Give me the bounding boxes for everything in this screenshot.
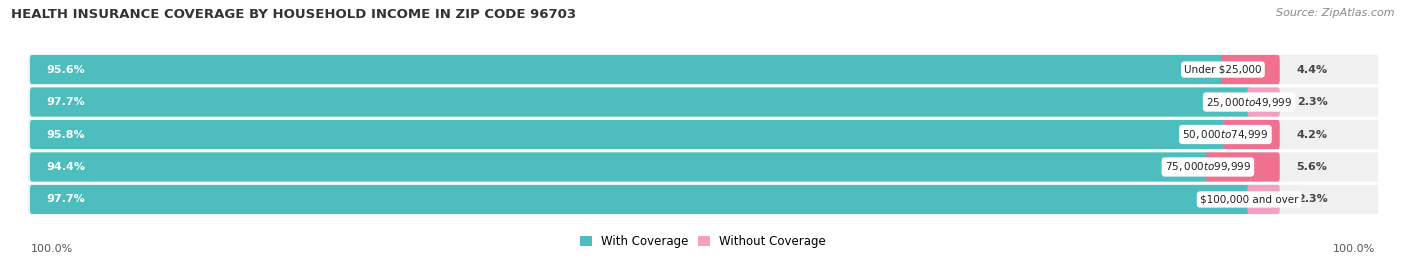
Text: 4.4%: 4.4% bbox=[1296, 65, 1327, 75]
FancyBboxPatch shape bbox=[28, 120, 1378, 149]
Text: 100.0%: 100.0% bbox=[1333, 244, 1375, 254]
FancyBboxPatch shape bbox=[30, 185, 1251, 214]
FancyBboxPatch shape bbox=[28, 152, 1378, 182]
Text: HEALTH INSURANCE COVERAGE BY HOUSEHOLD INCOME IN ZIP CODE 96703: HEALTH INSURANCE COVERAGE BY HOUSEHOLD I… bbox=[11, 8, 576, 21]
Text: 2.3%: 2.3% bbox=[1296, 97, 1327, 107]
Text: 95.6%: 95.6% bbox=[46, 65, 86, 75]
FancyBboxPatch shape bbox=[28, 185, 1378, 214]
Text: 4.2%: 4.2% bbox=[1296, 129, 1327, 140]
Text: $25,000 to $49,999: $25,000 to $49,999 bbox=[1206, 95, 1292, 108]
Text: $100,000 and over: $100,000 and over bbox=[1199, 194, 1298, 204]
Text: 97.7%: 97.7% bbox=[46, 97, 86, 107]
Text: 100.0%: 100.0% bbox=[31, 244, 73, 254]
Legend: With Coverage, Without Coverage: With Coverage, Without Coverage bbox=[575, 230, 831, 253]
Text: $75,000 to $99,999: $75,000 to $99,999 bbox=[1164, 161, 1251, 174]
FancyBboxPatch shape bbox=[28, 55, 1378, 84]
FancyBboxPatch shape bbox=[30, 120, 1227, 149]
Text: 5.6%: 5.6% bbox=[1296, 162, 1327, 172]
FancyBboxPatch shape bbox=[1206, 152, 1279, 182]
Text: 94.4%: 94.4% bbox=[46, 162, 86, 172]
Text: Under $25,000: Under $25,000 bbox=[1184, 65, 1261, 75]
Text: 97.7%: 97.7% bbox=[46, 194, 86, 204]
Text: Source: ZipAtlas.com: Source: ZipAtlas.com bbox=[1277, 8, 1395, 18]
FancyBboxPatch shape bbox=[1247, 185, 1279, 214]
FancyBboxPatch shape bbox=[30, 152, 1209, 182]
FancyBboxPatch shape bbox=[30, 87, 1251, 117]
FancyBboxPatch shape bbox=[1220, 55, 1279, 84]
Text: 2.3%: 2.3% bbox=[1296, 194, 1327, 204]
FancyBboxPatch shape bbox=[1247, 87, 1279, 117]
Text: 95.8%: 95.8% bbox=[46, 129, 86, 140]
FancyBboxPatch shape bbox=[30, 55, 1225, 84]
Text: $50,000 to $74,999: $50,000 to $74,999 bbox=[1182, 128, 1268, 141]
FancyBboxPatch shape bbox=[28, 87, 1378, 117]
FancyBboxPatch shape bbox=[1223, 120, 1279, 149]
